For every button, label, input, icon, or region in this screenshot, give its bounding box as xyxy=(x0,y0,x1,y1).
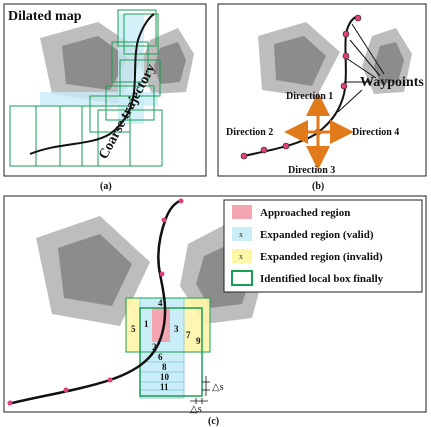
waypoint-dot xyxy=(7,400,13,406)
legend-swatch-final xyxy=(231,270,253,286)
box-number-1: 1 xyxy=(144,319,149,329)
direction-arrows xyxy=(284,92,354,170)
waypoint-dot xyxy=(178,198,184,204)
waypoints-label: Waypoints xyxy=(360,75,424,90)
legend-label-valid: Expanded region (valid) xyxy=(260,229,374,241)
panel-a: Dilated map Coarse trajectory (a) xyxy=(3,3,207,192)
waypoint-dot xyxy=(159,271,165,277)
coarse-trajectory-path xyxy=(29,13,155,155)
panel-b: Waypoints Direction 1 Direction 2 Direct… xyxy=(217,3,427,192)
box-number-6: 6 xyxy=(158,352,163,362)
delta-s-horizontal: △s xyxy=(190,404,202,415)
box-number-8: 8 xyxy=(162,362,167,372)
box-number-4: 4 xyxy=(158,298,163,308)
delta-s-vertical: △s xyxy=(212,382,224,393)
waypoint-dot xyxy=(282,142,290,150)
waypoint-dot xyxy=(63,387,69,393)
panel-c: 1 2 3 4 5 6 7 8 9 10 11 △s △s Approach xyxy=(3,195,427,427)
obstacle-right-core xyxy=(154,42,186,84)
legend-swatch-valid xyxy=(232,227,252,241)
box-number-3: 3 xyxy=(174,324,179,334)
legend-label-invalid: Expanded region (invalid) xyxy=(260,251,383,263)
legend-swatch-invalid xyxy=(232,249,252,263)
legend-box xyxy=(223,199,423,293)
box-number-9: 9 xyxy=(196,336,201,346)
obstacle-right-core-b xyxy=(374,42,404,84)
waypoint-dot xyxy=(260,146,268,154)
caption-c: (c) xyxy=(208,416,219,427)
box-number-2: 2 xyxy=(152,342,157,352)
waypoint-dot xyxy=(342,30,350,38)
direction-4-label: Direction 4 xyxy=(352,127,399,138)
legend-marker-invalid: x xyxy=(239,252,243,261)
direction-2-label: Direction 2 xyxy=(226,127,273,138)
panel-a-title: Dilated map xyxy=(8,9,82,24)
legend-swatch-approached xyxy=(232,205,252,219)
boxes-outline xyxy=(125,297,211,353)
box-number-10: 10 xyxy=(160,372,170,382)
box-numbers: 1 2 3 4 5 6 7 8 9 10 11 xyxy=(131,298,201,392)
waypoint-dot xyxy=(161,217,167,223)
direction-3-label: Direction 3 xyxy=(288,165,335,176)
caption-b: (b) xyxy=(312,181,324,192)
delta-markers xyxy=(190,376,210,404)
trajectory-c xyxy=(7,198,183,406)
waypoint-leader-lines xyxy=(337,23,385,113)
legend: Approached region x Expanded region (val… xyxy=(223,199,423,293)
box-number-11: 11 xyxy=(160,382,169,392)
waypoint-dot xyxy=(240,152,248,160)
direction-1-label: Direction 1 xyxy=(286,91,333,102)
waypoint-dots-c xyxy=(7,198,184,406)
legend-label-approached: Approached region xyxy=(260,207,350,219)
caption-a: (a) xyxy=(100,181,112,192)
waypoint-dot xyxy=(342,52,350,60)
box-number-5: 5 xyxy=(131,324,136,334)
legend-marker-valid: x xyxy=(239,230,243,239)
waypoint-dot xyxy=(107,377,113,383)
waypoint-dot xyxy=(340,82,348,90)
obstacle-left-core-b xyxy=(274,36,326,86)
trajectory-b xyxy=(243,15,359,157)
box-number-7: 7 xyxy=(186,330,191,340)
waypoint-dot xyxy=(354,14,362,22)
legend-label-final: Identified local box finally xyxy=(260,273,384,285)
obstacle-left-core-c xyxy=(58,234,132,306)
